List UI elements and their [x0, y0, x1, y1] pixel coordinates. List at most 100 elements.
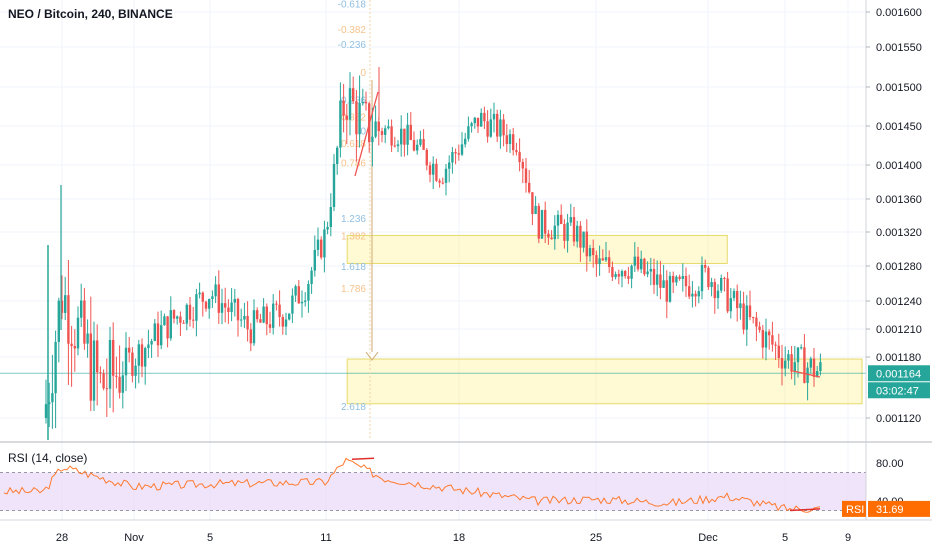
time-tick-label: 5	[207, 532, 213, 544]
rsi-divergence-line	[351, 457, 375, 460]
candle-body	[396, 144, 400, 147]
candle-body	[112, 339, 115, 376]
candle-body	[716, 290, 720, 299]
candle-body	[732, 291, 736, 299]
candle-body	[336, 147, 339, 165]
candle-body	[764, 331, 768, 348]
candle-body	[288, 313, 291, 320]
candle-body	[403, 128, 406, 145]
candle-body	[598, 258, 601, 265]
candle-body	[380, 131, 384, 135]
candle-body	[198, 292, 201, 295]
rsi-label: RSI (14, close)	[8, 451, 87, 465]
candle-body	[742, 303, 745, 330]
candle-body	[352, 88, 355, 102]
candle-body	[64, 295, 67, 313]
candle-body	[534, 205, 537, 215]
candle-body	[438, 180, 441, 183]
candle-body	[332, 164, 336, 208]
candle-body	[307, 284, 310, 301]
candle-body	[793, 362, 796, 372]
candle-body	[761, 330, 764, 348]
candle-body	[96, 340, 99, 373]
candle-body	[803, 347, 806, 383]
candle-body	[681, 275, 684, 279]
candle-body	[339, 100, 342, 148]
candle-body	[412, 139, 416, 151]
price-tick-label: 0.001120	[876, 413, 921, 425]
candle-body	[537, 205, 540, 239]
candle-body	[179, 316, 182, 323]
candle-body	[496, 113, 499, 137]
candle-body	[176, 316, 179, 319]
trendline-annotation	[792, 370, 821, 378]
candle-body	[300, 301, 304, 304]
candle-body	[246, 316, 249, 330]
candle-body	[812, 358, 816, 377]
candle-body	[476, 117, 480, 127]
candle-body	[80, 300, 83, 318]
candle-body	[256, 310, 259, 320]
fib-label: 1.786	[341, 284, 366, 295]
candle-body	[556, 214, 560, 226]
candle-body	[563, 223, 566, 241]
time-tick-label: 28	[56, 532, 68, 544]
candle-body	[505, 135, 508, 145]
candle-body	[163, 316, 166, 326]
candle-body	[627, 276, 630, 279]
candle-body	[272, 303, 275, 328]
candle-body	[595, 255, 598, 265]
candle-body	[540, 209, 544, 239]
candle-body	[512, 134, 515, 151]
candle-body	[646, 271, 649, 275]
fib-label: 1.618	[341, 262, 366, 273]
time-tick-label: 9	[845, 532, 851, 544]
candle-body	[249, 329, 252, 344]
candle-body	[348, 88, 352, 120]
price-tick-label: 0.001550	[876, 42, 922, 54]
candle-body	[508, 134, 512, 145]
candle-body	[102, 373, 105, 389]
candle-body	[387, 126, 390, 129]
candle-body	[483, 112, 486, 122]
candle-body	[416, 144, 419, 151]
price-tick-label: 0.001210	[876, 324, 922, 336]
candle-body	[470, 123, 473, 127]
candle-body	[659, 274, 662, 288]
candle-body	[169, 310, 172, 339]
price-tick-label: 0.001280	[876, 261, 922, 273]
candle-body	[233, 298, 236, 303]
candle-body	[371, 136, 374, 143]
candle-body	[355, 101, 358, 135]
candle-body	[643, 258, 646, 275]
candle-body	[57, 300, 60, 342]
candle-body	[297, 286, 300, 304]
symbol-title: NEO / Bitcoin, 240, BINANCE	[8, 7, 173, 21]
candle-body	[329, 207, 332, 227]
candle-body	[441, 182, 444, 184]
candle-body	[243, 316, 246, 320]
candle-body	[428, 165, 432, 175]
candle-body	[393, 145, 396, 147]
candle-body	[691, 293, 694, 297]
candle-body	[723, 277, 726, 279]
candlestick-series	[44, 67, 822, 440]
candle-body	[710, 282, 713, 288]
rsi-line	[3, 457, 821, 513]
candle-body	[326, 226, 329, 230]
candle-body	[70, 343, 73, 346]
fib-label: -0.382	[338, 25, 367, 36]
candle-body	[230, 302, 233, 313]
candle-body	[166, 316, 169, 339]
candle-body	[419, 139, 422, 145]
rsi-panel	[0, 441, 932, 521]
price-tick-label: 0.001450	[876, 121, 922, 133]
candle-body	[374, 121, 377, 137]
candle-body	[60, 300, 64, 313]
candle-body	[720, 277, 723, 291]
candle-body	[134, 365, 137, 376]
candle-body	[323, 229, 326, 258]
candle-body	[582, 231, 585, 248]
candle-body	[544, 209, 547, 234]
